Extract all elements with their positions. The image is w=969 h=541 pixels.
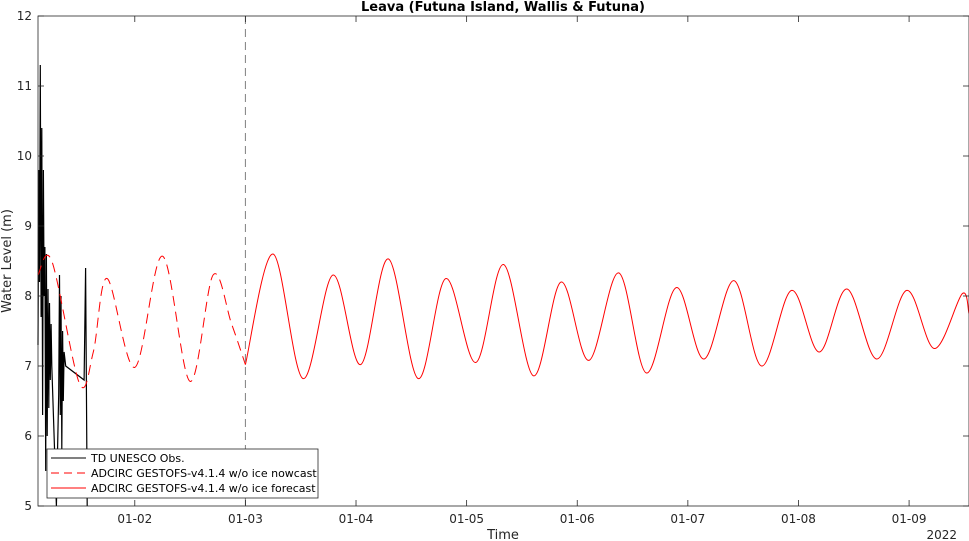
y-tick-label: 8	[24, 289, 32, 303]
y-tick-label: 9	[24, 219, 32, 233]
legend-label-nowcast: ADCIRC GESTOFS-v4.1.4 w/o ice nowcast	[91, 467, 317, 480]
x-tick-label: 01-04	[339, 512, 374, 526]
x-tick-label: 01-07	[670, 512, 705, 526]
axes-layer	[37, 15, 969, 507]
x-tick-label: 01-08	[781, 512, 816, 526]
series-line-1	[37, 254, 246, 389]
series-line-2	[244, 253, 969, 380]
x-axis-label: Time	[486, 528, 519, 541]
x-tick-label: 01-06	[560, 512, 595, 526]
x-tick-label: 01-02	[117, 512, 152, 526]
chart-title: Leava (Futuna Island, Wallis & Futuna)	[361, 0, 645, 15]
y-tick-label: 12	[17, 9, 32, 23]
y-tick-label: 6	[24, 429, 32, 443]
y-tick-label: 5	[24, 499, 32, 513]
year-label: 2022	[926, 528, 957, 541]
legend-label-forecast: ADCIRC GESTOFS-v4.1.4 w/o ice forecast	[91, 482, 316, 495]
plot-area	[38, 16, 969, 506]
series-layer	[37, 64, 969, 507]
legend: TD UNESCO Obs. ADCIRC GESTOFS-v4.1.4 w/o…	[46, 448, 319, 499]
y-axis-label: Water Level (m)	[0, 209, 15, 313]
series-line-0	[37, 64, 88, 507]
legend-label-obs: TD UNESCO Obs.	[90, 452, 185, 465]
tick-layer: 5 6 7 8 9 10 11 12 01-02 01-03 01-04 01-05 01-06 01-0…	[17, 9, 969, 526]
legend-box	[46, 448, 319, 499]
y-tick-label: 10	[17, 149, 32, 163]
y-tick-label: 11	[17, 79, 32, 93]
x-tick-label: 01-05	[449, 512, 484, 526]
y-tick-label: 7	[24, 359, 32, 373]
x-tick-label: 01-09	[892, 512, 927, 526]
axes-box	[37, 15, 969, 507]
x-tick-label: 01-03	[228, 512, 263, 526]
